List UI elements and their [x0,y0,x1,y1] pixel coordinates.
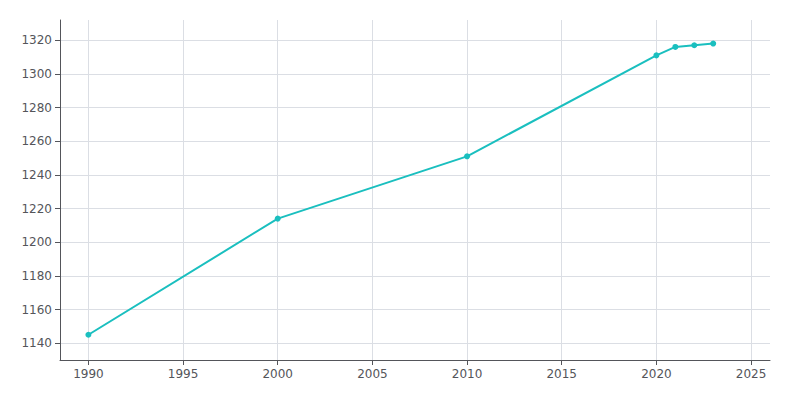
svg-text:1300: 1300 [21,67,52,81]
svg-text:1260: 1260 [21,134,52,148]
svg-text:1995: 1995 [168,367,199,381]
svg-text:2000: 2000 [262,367,293,381]
svg-text:2010: 2010 [452,367,483,381]
svg-text:2020: 2020 [641,367,672,381]
svg-text:1240: 1240 [21,168,52,182]
svg-text:2015: 2015 [546,367,577,381]
svg-text:1280: 1280 [21,101,52,115]
svg-text:1220: 1220 [21,202,52,216]
svg-text:2025: 2025 [736,367,767,381]
svg-text:1990: 1990 [73,367,104,381]
svg-text:1320: 1320 [21,33,52,47]
svg-text:2005: 2005 [357,367,388,381]
svg-text:1180: 1180 [21,269,52,283]
svg-text:1140: 1140 [21,336,52,350]
svg-text:1200: 1200 [21,235,52,249]
svg-text:1160: 1160 [21,303,52,317]
